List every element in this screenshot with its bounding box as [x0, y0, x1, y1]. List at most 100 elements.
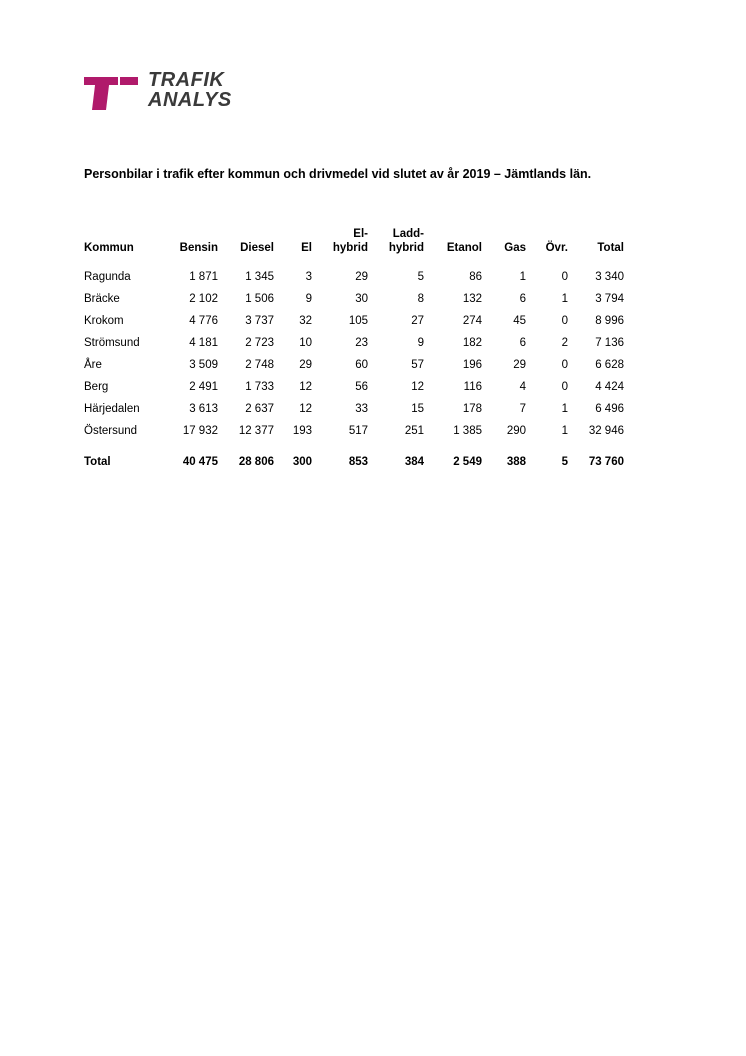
cell-value: 2 748 — [218, 354, 274, 376]
col-header: Diesel — [218, 227, 274, 266]
table-total-row: Total40 47528 8063008533842 549388573 76… — [84, 442, 624, 473]
cell-value: 2 — [526, 332, 568, 354]
cell-value: 10 — [274, 332, 312, 354]
cell-value: 1 — [526, 288, 568, 310]
total-value: 5 — [526, 442, 568, 473]
cell-value: 60 — [312, 354, 368, 376]
table-header-row: KommunBensinDieselElEl-hybridLadd-hybrid… — [84, 227, 624, 266]
cell-value: 1 385 — [424, 420, 482, 442]
total-value: 300 — [274, 442, 312, 473]
col-header: Etanol — [424, 227, 482, 266]
cell-value: 27 — [368, 310, 424, 332]
cell-value: 4 181 — [162, 332, 218, 354]
cell-value: 1 506 — [218, 288, 274, 310]
table-row: Strömsund4 1812 72310239182627 136 — [84, 332, 624, 354]
table-row: Berg2 4911 733125612116404 424 — [84, 376, 624, 398]
cell-value: 57 — [368, 354, 424, 376]
cell-value: 17 932 — [162, 420, 218, 442]
cell-value: 182 — [424, 332, 482, 354]
cell-value: 33 — [312, 398, 368, 420]
cell-value: 0 — [526, 354, 568, 376]
col-header: El — [274, 227, 312, 266]
total-value: 388 — [482, 442, 526, 473]
cell-value: 12 — [274, 398, 312, 420]
cell-value: 6 496 — [568, 398, 624, 420]
cell-value: 0 — [526, 310, 568, 332]
cell-value: 3 737 — [218, 310, 274, 332]
row-label: Härjedalen — [84, 398, 162, 420]
table-row: Krokom4 7763 73732105272744508 996 — [84, 310, 624, 332]
logo-text: TRAFIK ANALYS — [148, 70, 232, 111]
cell-value: 4 — [482, 376, 526, 398]
total-value: 73 760 — [568, 442, 624, 473]
cell-value: 23 — [312, 332, 368, 354]
cell-value: 29 — [482, 354, 526, 376]
cell-value: 5 — [368, 266, 424, 288]
row-label: Berg — [84, 376, 162, 398]
data-table: KommunBensinDieselElEl-hybridLadd-hybrid… — [84, 227, 624, 473]
page-title: Personbilar i trafik efter kommun och dr… — [84, 167, 676, 181]
cell-value: 7 — [482, 398, 526, 420]
cell-value: 8 — [368, 288, 424, 310]
cell-value: 251 — [368, 420, 424, 442]
cell-value: 3 613 — [162, 398, 218, 420]
row-label: Ragunda — [84, 266, 162, 288]
cell-value: 3 794 — [568, 288, 624, 310]
total-value: 28 806 — [218, 442, 274, 473]
cell-value: 45 — [482, 310, 526, 332]
row-label: Krokom — [84, 310, 162, 332]
table-row: Ragunda1 8711 345329586103 340 — [84, 266, 624, 288]
table-body: Ragunda1 8711 345329586103 340Bräcke2 10… — [84, 266, 624, 473]
col-header: Bensin — [162, 227, 218, 266]
col-header: Ladd-hybrid — [368, 227, 424, 266]
logo-line1: TRAFIK — [148, 70, 232, 90]
total-label: Total — [84, 442, 162, 473]
cell-value: 116 — [424, 376, 482, 398]
cell-value: 3 — [274, 266, 312, 288]
cell-value: 6 628 — [568, 354, 624, 376]
cell-value: 6 — [482, 332, 526, 354]
logo-mark-icon — [84, 70, 138, 110]
total-value: 384 — [368, 442, 424, 473]
table-row: Östersund17 93212 3771935172511 38529013… — [84, 420, 624, 442]
cell-value: 0 — [526, 376, 568, 398]
cell-value: 132 — [424, 288, 482, 310]
table-row: Härjedalen3 6132 637123315178716 496 — [84, 398, 624, 420]
col-header: Kommun — [84, 227, 162, 266]
row-label: Östersund — [84, 420, 162, 442]
cell-value: 1 — [482, 266, 526, 288]
cell-value: 178 — [424, 398, 482, 420]
total-value: 40 475 — [162, 442, 218, 473]
cell-value: 3 509 — [162, 354, 218, 376]
row-label: Bräcke — [84, 288, 162, 310]
cell-value: 4 776 — [162, 310, 218, 332]
cell-value: 4 424 — [568, 376, 624, 398]
col-header: El-hybrid — [312, 227, 368, 266]
cell-value: 2 637 — [218, 398, 274, 420]
cell-value: 1 345 — [218, 266, 274, 288]
total-value: 853 — [312, 442, 368, 473]
col-header: Övr. — [526, 227, 568, 266]
cell-value: 517 — [312, 420, 368, 442]
cell-value: 1 733 — [218, 376, 274, 398]
cell-value: 196 — [424, 354, 482, 376]
cell-value: 32 946 — [568, 420, 624, 442]
cell-value: 56 — [312, 376, 368, 398]
cell-value: 1 — [526, 420, 568, 442]
cell-value: 3 340 — [568, 266, 624, 288]
cell-value: 29 — [312, 266, 368, 288]
cell-value: 15 — [368, 398, 424, 420]
cell-value: 12 — [368, 376, 424, 398]
col-header: Gas — [482, 227, 526, 266]
cell-value: 1 — [526, 398, 568, 420]
cell-value: 30 — [312, 288, 368, 310]
total-value: 2 549 — [424, 442, 482, 473]
cell-value: 290 — [482, 420, 526, 442]
cell-value: 9 — [274, 288, 312, 310]
cell-value: 8 996 — [568, 310, 624, 332]
cell-value: 86 — [424, 266, 482, 288]
logo-line2: ANALYS — [148, 90, 232, 110]
cell-value: 2 102 — [162, 288, 218, 310]
table-row: Åre3 5092 7482960571962906 628 — [84, 354, 624, 376]
cell-value: 0 — [526, 266, 568, 288]
